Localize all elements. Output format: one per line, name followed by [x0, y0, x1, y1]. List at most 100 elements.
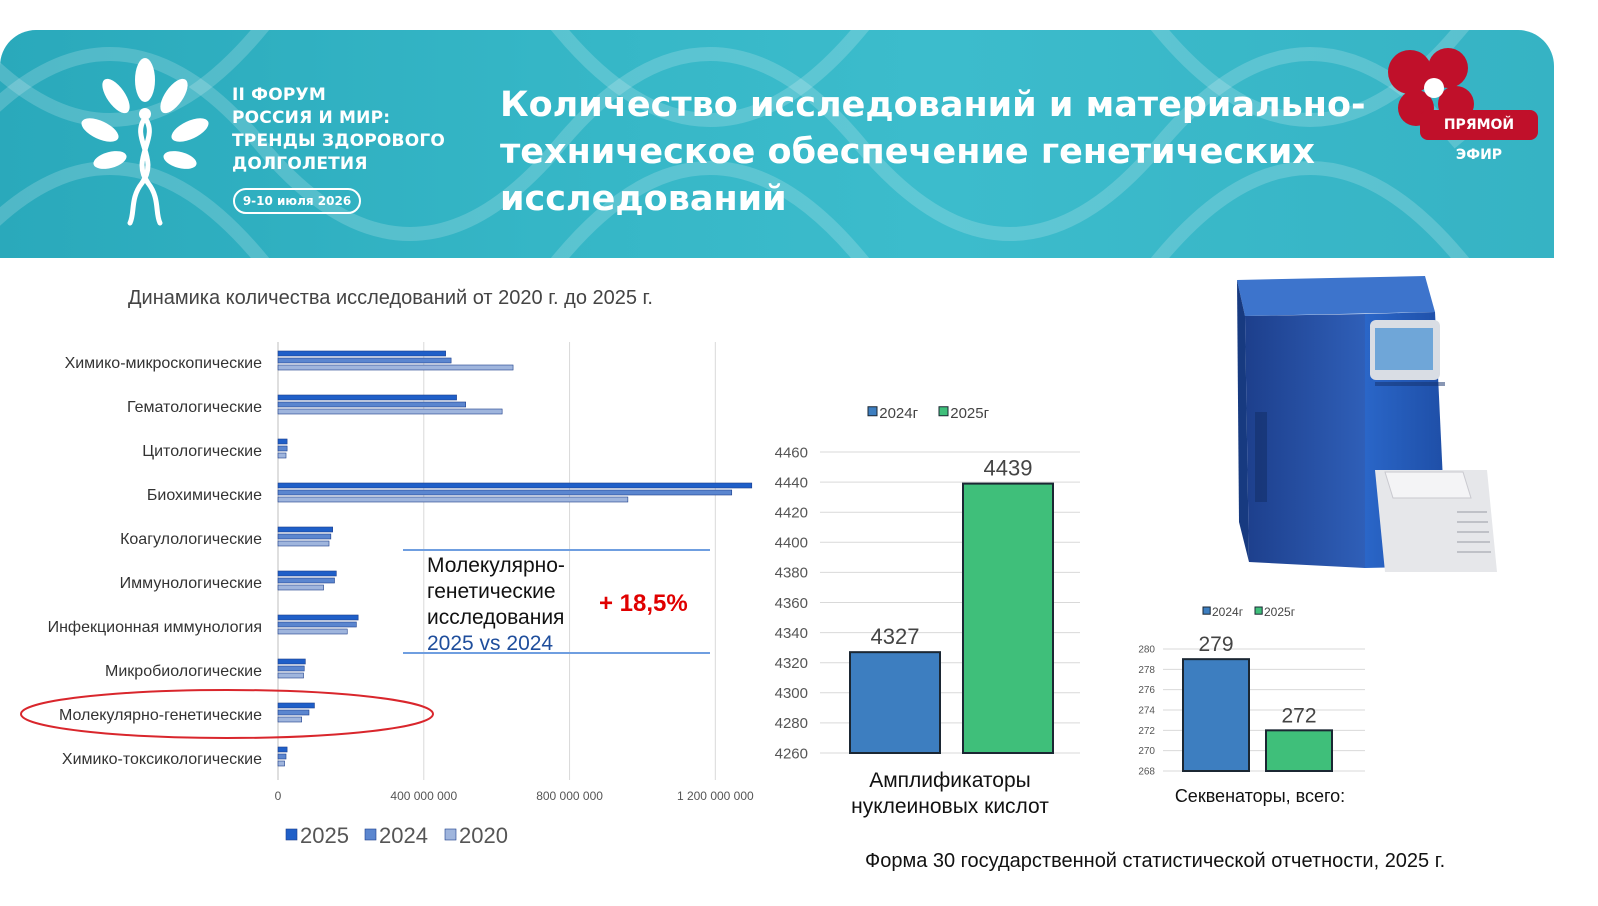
y-tick-label: 4280	[775, 715, 808, 732]
y-tick-label: 280	[1138, 645, 1155, 656]
bar-2025-химико-микроскопические	[277, 350, 446, 357]
left-chart-title: Динамика количества исследований от 2020…	[128, 287, 653, 309]
x-tick-label: 400 000 000	[390, 789, 457, 803]
bar-2020-молекулярно-генетические	[277, 716, 302, 723]
y-tick-label: 4420	[775, 504, 808, 521]
bar-2020-инфекционная-иммунология	[277, 628, 348, 635]
sequencers-bars	[1182, 658, 1333, 773]
amplifiers-caption: Амплификаторы нуклеиновых кислот	[851, 769, 1049, 818]
legend-label-2025: 2025	[300, 823, 349, 848]
sequencers-y-ticks: 280 278 276 274 272 270 268	[1138, 645, 1155, 778]
live-broadcast-badge: ПРЯМОЙ ЭФИР	[1420, 110, 1538, 163]
bar-2024-инфекционная-иммунология	[277, 621, 357, 628]
highlight-ellipse	[20, 689, 434, 739]
bar-2025-иммунологические	[277, 570, 337, 577]
y-tick-label: 270	[1138, 746, 1155, 757]
y-tick-label: 4260	[775, 745, 808, 762]
category-label: Цитологические	[142, 443, 262, 460]
category-label: Микробиологические	[105, 663, 262, 680]
bar-2024-биохимические	[277, 489, 733, 496]
bar-2025-молекулярно-генетические	[277, 702, 315, 709]
legend-label-2025г: 2025г	[950, 405, 989, 422]
category-label: Иммунологические	[120, 575, 262, 592]
bar-2024-иммунологические	[277, 577, 335, 584]
forum-name: II ФОРУМ РОССИЯ И МИР: ТРЕНДЫ ЗДОРОВОГО …	[232, 85, 446, 174]
data-label-2025г: 4439	[984, 456, 1033, 481]
bar-2024г	[1182, 658, 1250, 773]
bar-2024-химико-токсикологические	[277, 753, 287, 760]
bar-2025-коагулологические	[277, 526, 333, 533]
category-label: Химико-микроскопические	[65, 355, 263, 372]
bar-2020-коагулологические	[277, 540, 330, 547]
legend-swatch-2024г	[1202, 606, 1211, 615]
sequencers-caption: Секвенаторы, всего:	[1174, 786, 1346, 806]
bar-2025г	[962, 482, 1054, 754]
bar-2025-гематологические	[277, 394, 457, 401]
category-label: Молекулярно-генетические	[59, 707, 262, 724]
legend-label-2025г: 2025г	[1264, 605, 1296, 619]
data-label-2024г: 4327	[871, 624, 920, 649]
y-tick-label: 4380	[775, 565, 808, 582]
category-label: Биохимические	[147, 487, 262, 504]
bar-2020-иммунологические	[277, 584, 324, 591]
y-tick-label: 278	[1138, 665, 1155, 676]
y-tick-label: 4440	[775, 474, 808, 491]
growth-percent: + 18,5%	[599, 590, 688, 617]
y-tick-label: 4400	[775, 535, 808, 552]
y-tick-label: 268	[1138, 767, 1155, 778]
bar-2024-гематологические	[277, 401, 466, 408]
y-tick-label: 4460	[775, 444, 808, 461]
legend-label-2024: 2024	[379, 823, 428, 848]
bar-2020-гематологические	[277, 408, 503, 415]
category-labels: Химико-микроскопические Гематологические Ц…	[48, 355, 263, 768]
sequencers-legend: 2024г 2025г	[1202, 605, 1296, 619]
legend-swatch-2025г	[938, 406, 949, 417]
bar-2020-химико-микроскопические	[277, 364, 514, 371]
pcr-device-image	[1237, 276, 1497, 572]
x-tick-label: 1 200 000 000	[677, 789, 754, 803]
chart-bars	[277, 350, 753, 767]
data-label-2025г: 272	[1281, 704, 1316, 727]
amplifiers-data-labels: 4327 4439	[871, 456, 1033, 650]
bar-2024г	[849, 651, 941, 755]
source-note: Форма 30 государственной статистической …	[865, 850, 1446, 872]
chart-legend: 2025 2024 2020	[285, 823, 508, 848]
legend-label-2024г: 2024г	[1212, 605, 1244, 619]
studies-dynamics-chart: Химико-микроскопические Гематологические Ц…	[20, 342, 754, 848]
category-label: Инфекционная иммунология	[48, 619, 262, 636]
x-axis-ticks: 0 400 000 000 800 000 000 1 200 000 000	[275, 789, 754, 803]
sequencers-chart: 2024г 2025г 280 278 276 274 272 270 268 279 272	[1138, 605, 1365, 778]
category-label: Коагулологические	[120, 531, 262, 548]
x-tick-label: 800 000 000	[536, 789, 603, 803]
growth-callout: Молекулярно- генетические исследования 2…	[427, 554, 565, 655]
bar-2025-микробиологические	[277, 658, 306, 665]
amplifiers-legend: 2024г 2025г	[867, 405, 990, 422]
bar-2020-микробиологические	[277, 672, 304, 679]
forum-tree-logo-icon	[81, 58, 209, 226]
bar-2024-химико-микроскопические	[277, 357, 452, 364]
bar-2024-молекулярно-генетические	[277, 709, 310, 716]
legend-label-2020: 2020	[459, 823, 508, 848]
bar-2025-химико-токсикологические	[277, 746, 288, 753]
bar-2024-цитологические	[277, 445, 288, 452]
legend-swatch-2024	[364, 828, 377, 841]
bar-2020-цитологические	[277, 452, 287, 459]
category-label: Химико-токсикологические	[62, 751, 262, 768]
y-tick-label: 272	[1138, 726, 1155, 737]
bar-2025г	[1265, 729, 1333, 772]
page-title: Количество исследований и материально- т…	[500, 85, 1366, 219]
y-tick-label: 274	[1138, 706, 1155, 717]
sequencers-data-labels: 279 272	[1198, 633, 1316, 727]
bar-2025-цитологические	[277, 438, 288, 445]
y-tick-label: 4360	[775, 595, 808, 612]
bar-2020-биохимические	[277, 496, 629, 503]
bar-2024-коагулологические	[277, 533, 332, 540]
amplifiers-y-ticks: 4460 4440 4420 4400 4380 4360 4340 4320 4300 4280…	[775, 444, 808, 762]
bar-2020-химико-токсикологические	[277, 760, 285, 767]
legend-swatch-2025г	[1254, 606, 1263, 615]
banner-pattern	[0, 30, 1470, 258]
legend-swatch-2020	[444, 828, 457, 841]
legend-label-2024г: 2024г	[879, 405, 918, 422]
x-tick-label: 0	[275, 789, 282, 803]
y-tick-label: 4340	[775, 625, 808, 642]
